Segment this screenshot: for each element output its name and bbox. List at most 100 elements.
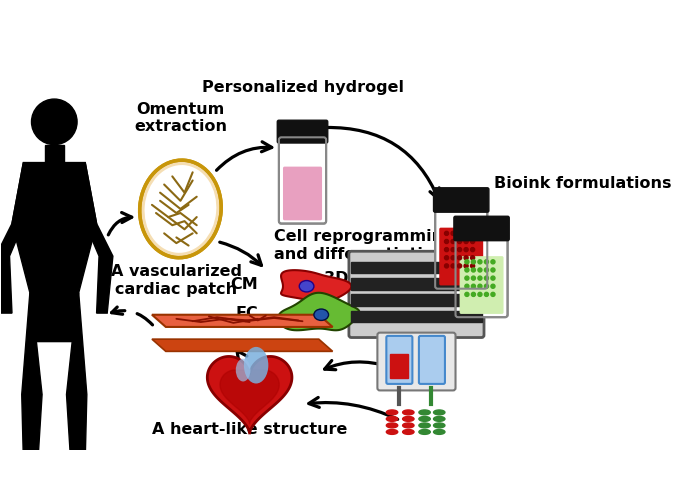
Bar (351, 278, 481, 290)
Ellipse shape (419, 430, 430, 434)
Circle shape (445, 240, 449, 244)
Ellipse shape (433, 417, 445, 421)
FancyBboxPatch shape (419, 336, 445, 384)
Polygon shape (72, 163, 113, 313)
Bar (44, 145, 64, 163)
Circle shape (445, 256, 449, 260)
Polygon shape (0, 163, 36, 313)
Circle shape (458, 231, 462, 236)
Circle shape (478, 260, 482, 264)
Ellipse shape (144, 165, 216, 253)
Circle shape (485, 292, 489, 297)
Ellipse shape (386, 410, 398, 415)
Ellipse shape (299, 281, 314, 292)
FancyBboxPatch shape (460, 256, 503, 314)
Circle shape (464, 231, 468, 236)
Polygon shape (152, 339, 333, 351)
Circle shape (485, 268, 489, 272)
Circle shape (471, 284, 475, 288)
Ellipse shape (386, 417, 398, 421)
Circle shape (478, 268, 482, 272)
Polygon shape (281, 270, 351, 303)
Bar (351, 262, 481, 273)
Circle shape (451, 240, 455, 244)
FancyBboxPatch shape (454, 216, 510, 241)
Circle shape (491, 268, 495, 272)
Circle shape (470, 231, 474, 236)
Circle shape (445, 231, 449, 236)
Circle shape (451, 264, 455, 268)
FancyBboxPatch shape (277, 120, 328, 143)
Text: Cell reprogramming
and differentiation: Cell reprogramming and differentiation (274, 230, 455, 262)
Circle shape (485, 260, 489, 264)
FancyBboxPatch shape (279, 137, 326, 224)
Polygon shape (152, 315, 333, 327)
Circle shape (465, 260, 469, 264)
FancyBboxPatch shape (283, 167, 322, 220)
Text: 3D printing: 3D printing (324, 271, 427, 286)
Circle shape (451, 248, 455, 251)
Text: CM: CM (230, 277, 257, 292)
Circle shape (464, 264, 468, 268)
FancyBboxPatch shape (456, 235, 508, 317)
Ellipse shape (244, 347, 268, 383)
Circle shape (470, 240, 474, 244)
FancyBboxPatch shape (377, 333, 456, 390)
Circle shape (478, 284, 482, 288)
Text: Omentum
extraction: Omentum extraction (134, 102, 227, 134)
Circle shape (471, 268, 475, 272)
Circle shape (32, 99, 77, 145)
Circle shape (491, 292, 495, 297)
Circle shape (445, 264, 449, 268)
Circle shape (458, 240, 462, 244)
Circle shape (478, 292, 482, 297)
Ellipse shape (433, 430, 445, 434)
Circle shape (458, 248, 462, 251)
Circle shape (491, 260, 495, 264)
FancyBboxPatch shape (349, 251, 484, 337)
Circle shape (485, 284, 489, 288)
Ellipse shape (402, 430, 414, 434)
Circle shape (445, 248, 449, 251)
Circle shape (458, 264, 462, 268)
Polygon shape (208, 357, 292, 433)
Polygon shape (220, 370, 279, 424)
Ellipse shape (386, 430, 398, 434)
Polygon shape (22, 293, 42, 460)
Ellipse shape (419, 423, 430, 428)
Circle shape (464, 240, 468, 244)
Bar (351, 295, 481, 306)
Text: A heart-like structure: A heart-like structure (152, 422, 347, 437)
FancyBboxPatch shape (439, 228, 483, 285)
Bar (390, 354, 408, 378)
Circle shape (491, 284, 495, 288)
Circle shape (465, 276, 469, 280)
Circle shape (451, 256, 455, 260)
Ellipse shape (402, 410, 414, 415)
Circle shape (465, 268, 469, 272)
FancyBboxPatch shape (433, 188, 489, 212)
Circle shape (471, 276, 475, 280)
Ellipse shape (386, 423, 398, 428)
Ellipse shape (314, 309, 328, 320)
Text: Personalized hydrogel: Personalized hydrogel (202, 80, 404, 95)
Polygon shape (278, 293, 359, 330)
Circle shape (485, 276, 489, 280)
Circle shape (458, 256, 462, 260)
Polygon shape (67, 293, 87, 460)
Circle shape (464, 248, 468, 251)
Ellipse shape (433, 423, 445, 428)
Text: A vascularized
cardiac patch: A vascularized cardiac patch (111, 264, 242, 297)
FancyBboxPatch shape (435, 206, 487, 289)
Circle shape (464, 256, 468, 260)
Circle shape (471, 260, 475, 264)
Circle shape (491, 276, 495, 280)
Circle shape (465, 284, 469, 288)
Text: Bioink formulations: Bioink formulations (494, 176, 671, 191)
Circle shape (478, 276, 482, 280)
Text: EC: EC (235, 306, 257, 320)
Ellipse shape (419, 410, 430, 415)
Circle shape (471, 292, 475, 297)
Ellipse shape (140, 160, 221, 258)
Circle shape (470, 264, 474, 268)
